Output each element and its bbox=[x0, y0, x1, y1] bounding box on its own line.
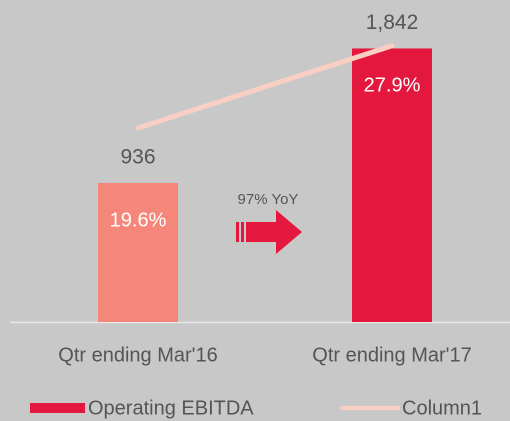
yoy-arrow bbox=[236, 210, 302, 254]
legend-swatch bbox=[30, 403, 85, 413]
data-label: 1,842 bbox=[366, 11, 419, 34]
margin-label: 27.9% bbox=[364, 75, 421, 97]
annotation: 97% YoY bbox=[238, 191, 299, 208]
x-tick-label: Qtr ending Mar'16 bbox=[58, 344, 217, 366]
legend-label: Column1 bbox=[402, 397, 482, 419]
x-tick-label: Qtr ending Mar'17 bbox=[312, 344, 471, 366]
bar bbox=[98, 183, 178, 322]
legend-label: Operating EBITDA bbox=[88, 397, 254, 419]
bar bbox=[352, 48, 432, 322]
margin-label: 19.6% bbox=[110, 209, 167, 231]
data-label: 936 bbox=[120, 146, 155, 169]
line bbox=[135, 43, 395, 131]
